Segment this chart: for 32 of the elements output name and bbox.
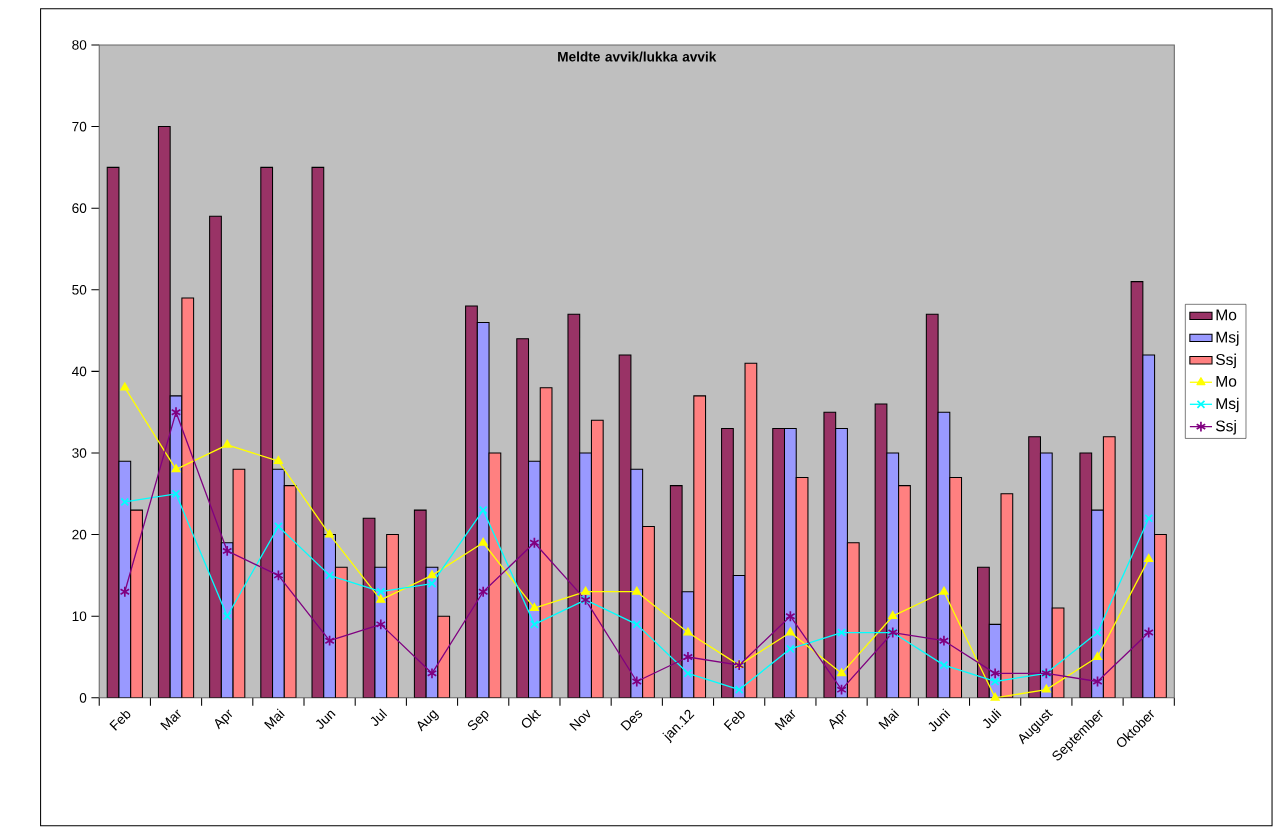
x-tick-label: Apr xyxy=(214,709,233,730)
legend-label: Mo xyxy=(1216,376,1237,387)
legend-label: Ssj xyxy=(1215,353,1236,369)
x-tick-label: Okt xyxy=(521,709,542,728)
x-tick-label: Mai xyxy=(878,708,900,730)
x-tick-label: Jul xyxy=(370,708,388,727)
x-tick-label: Des xyxy=(620,710,643,731)
y-tick-label: 70 xyxy=(72,121,87,132)
legend-label: Msj xyxy=(1216,331,1239,346)
x-tick-label: Sep xyxy=(467,710,489,731)
x-tick-label: Mai xyxy=(264,708,285,730)
x-tick-label: Feb xyxy=(109,711,131,731)
y-tick-label: 30 xyxy=(72,448,87,458)
x-tick-label: Juli xyxy=(982,708,1002,729)
legend-label: Ssj xyxy=(1215,420,1236,435)
y-tick-label: 10 xyxy=(72,611,87,622)
x-tick-label: Jun xyxy=(316,710,336,729)
x-tick-label: Mar xyxy=(160,709,181,731)
y-tick-label: 0 xyxy=(79,693,87,703)
y-tick-label: 40 xyxy=(71,366,87,377)
x-tick-label: Apr xyxy=(829,709,847,730)
chart-title: Meldte avvik/lukka avvik xyxy=(558,51,717,62)
y-tick-label: 60 xyxy=(72,203,87,214)
x-tick-label: Nov xyxy=(569,709,591,731)
legend-label: Mo xyxy=(1216,309,1237,321)
legend-label: Msj xyxy=(1216,397,1239,413)
y-tick-label: 50 xyxy=(72,285,87,295)
x-tick-label: Mar xyxy=(774,709,796,731)
x-tick-label: Aug xyxy=(417,710,439,732)
y-tick-label: 20 xyxy=(72,529,87,540)
y-tick-label: 80 xyxy=(72,40,87,50)
x-tick-label: Feb xyxy=(723,711,745,731)
